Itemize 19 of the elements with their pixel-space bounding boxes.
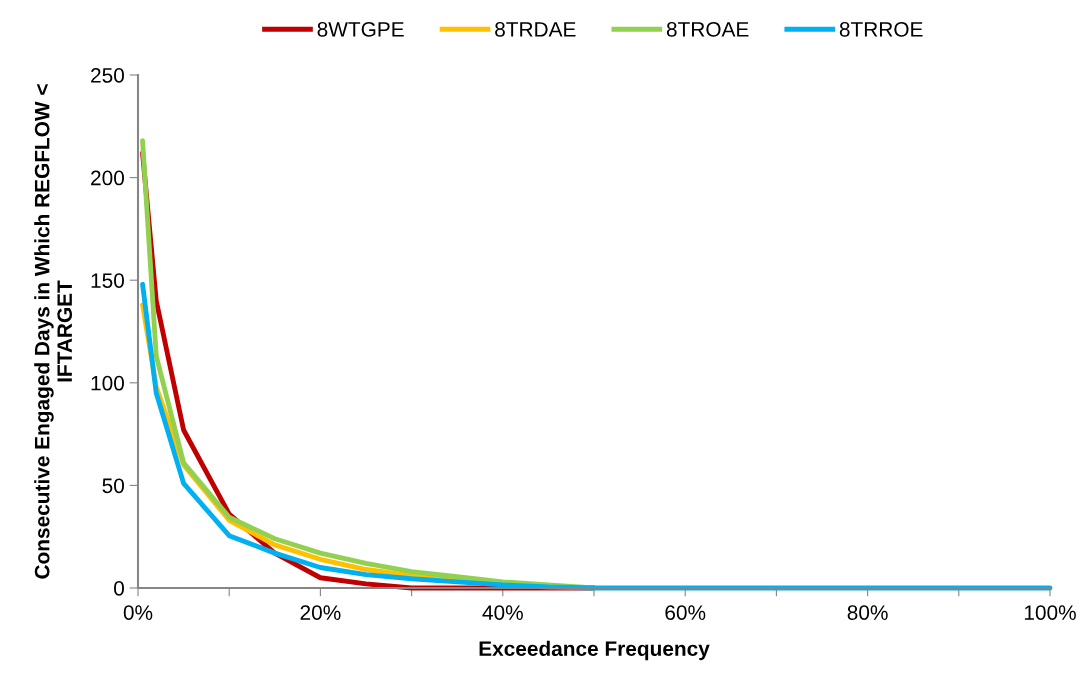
x-tick-label: 60% (665, 605, 706, 620)
y-tick-label: 150 (91, 273, 124, 288)
line-series (140, 281, 1053, 591)
legend-label: 8TROAE (666, 21, 749, 37)
y-tick-label: 100 (91, 375, 124, 391)
x-axis-title: Exceedance Frequency (479, 640, 710, 661)
legend-label: 8WTGPE (317, 21, 404, 37)
x-tick-label: 20% (300, 605, 341, 620)
x-tick-label: 0% (123, 605, 153, 620)
legend-label: 8TRROE (839, 21, 923, 37)
y-tick-label: 0 (114, 581, 124, 596)
y-tick-label: 250 (91, 68, 124, 83)
y-axis-title: Consecutive Engaged Days in Which REGFLOW < IFTARGET (34, 84, 73, 579)
x-tick-label: 100% (1024, 605, 1076, 620)
legend-label: 8TRDAE (495, 21, 576, 37)
y-tick-label: 200 (91, 170, 124, 186)
x-tick-label: 80% (847, 605, 888, 620)
x-tick-label: 40% (482, 605, 523, 620)
y-tick-label: 50 (102, 478, 124, 494)
